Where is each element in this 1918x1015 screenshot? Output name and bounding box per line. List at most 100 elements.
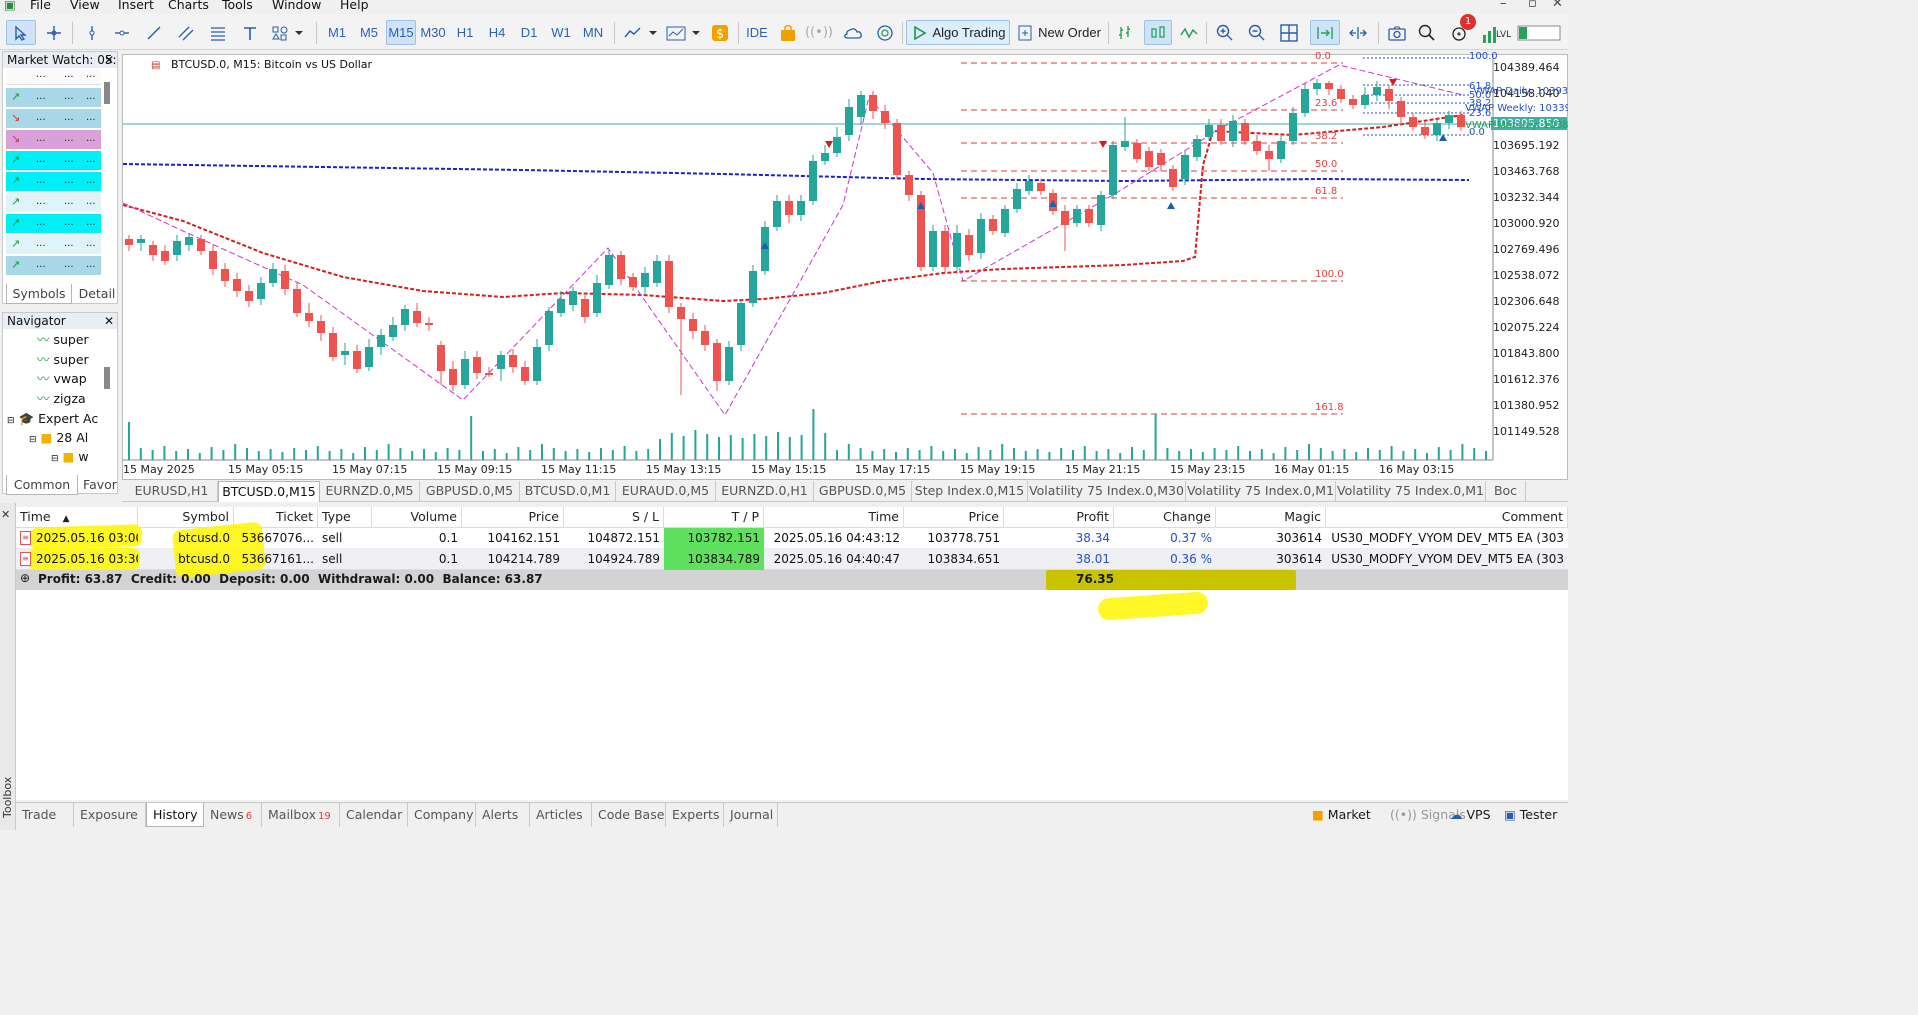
market-watch-row[interactable]: ↗......... — [6, 214, 101, 234]
market-watch-row[interactable]: ↘......... — [6, 109, 101, 129]
bar-chart-icon[interactable] — [1112, 20, 1138, 45]
menu-window[interactable]: Window — [272, 0, 322, 12]
tile-windows-icon[interactable] — [1276, 20, 1302, 45]
horizontal-line-icon[interactable] — [110, 20, 134, 45]
history-row-1[interactable] — [16, 528, 1568, 549]
nav-item-folder-w[interactable]: ⊟ ■ w — [51, 449, 89, 464]
chart-tab[interactable]: GBPUSD.0,M5 — [814, 481, 912, 502]
channel-icon[interactable] — [174, 20, 198, 45]
toolbox-side-label[interactable]: Toolbox — [0, 503, 16, 830]
navigator-tab-common[interactable]: Common — [6, 475, 78, 495]
crosshair-icon[interactable] — [40, 20, 68, 45]
market-watch-tab-details[interactable]: Detail — [78, 286, 116, 301]
timeframe-m15[interactable]: M15 — [386, 20, 416, 45]
toolbox-tab[interactable]: Company — [408, 803, 476, 827]
toolbox-tab[interactable]: News 6 — [204, 803, 262, 827]
chart-tab[interactable]: BTCUSD.0,M15 — [218, 481, 320, 502]
autoscroll-icon[interactable] — [1344, 20, 1372, 45]
cursor-tool-icon[interactable] — [6, 20, 36, 45]
timeframe-m1[interactable]: M1 — [327, 25, 347, 40]
toolbox-tab[interactable]: Journal — [724, 803, 778, 827]
chart-type-icon[interactable] — [622, 20, 660, 45]
column-header[interactable]: Price — [462, 507, 564, 527]
vertical-line-icon[interactable] — [80, 20, 104, 45]
zoom-out-icon[interactable] — [1244, 20, 1270, 45]
text-tool-icon[interactable] — [238, 20, 262, 45]
column-header[interactable]: T / P — [664, 507, 764, 527]
shapes-menu-icon[interactable] — [268, 20, 308, 45]
timeframe-mn[interactable]: MN — [582, 25, 604, 40]
candlestick-icon[interactable] — [1144, 20, 1172, 45]
toolbox-tab[interactable]: History — [146, 803, 204, 827]
chart-tab[interactable]: EURUSD,H1 — [126, 481, 218, 502]
market-watch-row[interactable]: ↗......... — [6, 256, 101, 276]
notifications-button[interactable]: 1 — [1446, 14, 1476, 45]
signals-status[interactable]: ((•)) Signals — [1390, 807, 1466, 822]
indicators-icon[interactable] — [664, 20, 704, 45]
column-header[interactable]: Price — [904, 507, 1004, 527]
toolbox-tab[interactable]: Trade — [16, 803, 74, 827]
column-header[interactable]: S / L — [564, 507, 664, 527]
trendline-icon[interactable] — [142, 20, 166, 45]
chart-tab[interactable]: EURAUD.0,M5 — [616, 481, 716, 502]
restore-icon[interactable]: ▫ — [1528, 0, 1537, 11]
market-watch-row[interactable]: ↗......... — [6, 88, 101, 108]
toolbox-tab[interactable]: Calendar — [340, 803, 408, 827]
column-header[interactable]: Time — [764, 507, 904, 527]
market-watch-row[interactable]: ↗......... — [6, 235, 101, 255]
nav-item-indicator-4[interactable]: 〰 zigza — [37, 391, 86, 406]
signal-broadcast-icon[interactable]: ((•)) — [805, 25, 833, 40]
timeframe-h1[interactable]: H1 — [456, 25, 474, 40]
column-header[interactable]: Symbol — [138, 507, 234, 527]
market-watch-row[interactable]: ↘......... — [6, 130, 101, 150]
fibonacci-icon[interactable] — [206, 20, 230, 45]
nav-item-indicator-3[interactable]: 〰 vwap — [37, 371, 87, 386]
search-icon[interactable] — [1414, 20, 1440, 45]
column-header[interactable]: Type — [318, 507, 372, 527]
toolbox-tab[interactable]: Articles — [530, 803, 592, 827]
cloud-icon[interactable] — [840, 20, 866, 45]
chart-tab[interactable]: EURNZD.0,H1 — [716, 481, 814, 502]
market-watch-row[interactable]: ↗......... — [6, 172, 101, 192]
toolbox-tab[interactable]: Mailbox 19 — [262, 803, 340, 827]
timeframe-h4[interactable]: H4 — [488, 25, 506, 40]
chart-shift-icon[interactable] — [1310, 20, 1340, 45]
menu-file[interactable]: File — [30, 0, 51, 12]
vps-status[interactable]: ☁ VPS — [1450, 807, 1491, 822]
market-watch-scrollbar[interactable] — [104, 82, 110, 104]
algo-trading-button[interactable]: Algo Trading — [906, 20, 1010, 45]
toolbox-tab[interactable]: Exposure — [74, 803, 146, 827]
minimize-icon[interactable]: – — [1500, 0, 1507, 11]
navigator-tab-favorites[interactable]: Favor — [83, 477, 117, 492]
menu-insert[interactable]: Insert — [118, 0, 154, 12]
price-chart[interactable]: ▤ BTCUSD.0, M15: Bitcoin vs US Dollar 10… — [122, 51, 1568, 480]
nav-item-expert-advisors[interactable]: ⊟ 🎓 Expert Ac — [7, 411, 99, 426]
nav-item-indicator-2[interactable]: 〰 super — [37, 352, 89, 367]
column-header[interactable]: Change — [1114, 507, 1216, 527]
column-header[interactable]: Ticket — [234, 507, 318, 527]
navigator-close-icon[interactable]: ✕ — [103, 314, 114, 328]
close-icon[interactable]: ✕ — [1552, 0, 1563, 11]
toolbox-tab[interactable]: Alerts — [476, 803, 530, 827]
chart-tab[interactable]: Volatility 75 Index.0,M30 — [1028, 481, 1186, 502]
market-watch-close-icon[interactable]: ✕ — [103, 53, 114, 67]
market-watch-row[interactable]: ↗......... — [6, 193, 101, 213]
timeframe-m30[interactable]: M30 — [420, 25, 446, 40]
column-header[interactable]: Volume — [372, 507, 462, 527]
menu-tools[interactable]: Tools — [222, 0, 253, 12]
column-header[interactable]: Profit — [1004, 507, 1114, 527]
vps-globe-icon[interactable] — [872, 20, 898, 45]
line-chart-icon[interactable] — [1176, 20, 1202, 45]
chart-tab[interactable]: Volatility 75 Index.0,M1 — [1186, 481, 1336, 502]
ide-button[interactable]: IDE — [746, 25, 768, 40]
screenshot-camera-icon[interactable] — [1384, 20, 1410, 45]
menu-charts[interactable]: Charts — [168, 0, 209, 12]
timeframe-m5[interactable]: M5 — [359, 25, 379, 40]
new-order-button[interactable]: New Order — [1014, 20, 1104, 45]
dollar-icon[interactable]: $ — [708, 20, 732, 45]
toolbox-tab[interactable]: Code Base — [592, 803, 666, 827]
market-bag-icon[interactable] — [776, 20, 800, 45]
menu-help[interactable]: Help — [340, 0, 369, 12]
nav-item-indicator-1[interactable]: 〰 super — [37, 332, 89, 347]
chart-tab[interactable]: Volatility 75 Index.0,M1 — [1336, 481, 1486, 502]
